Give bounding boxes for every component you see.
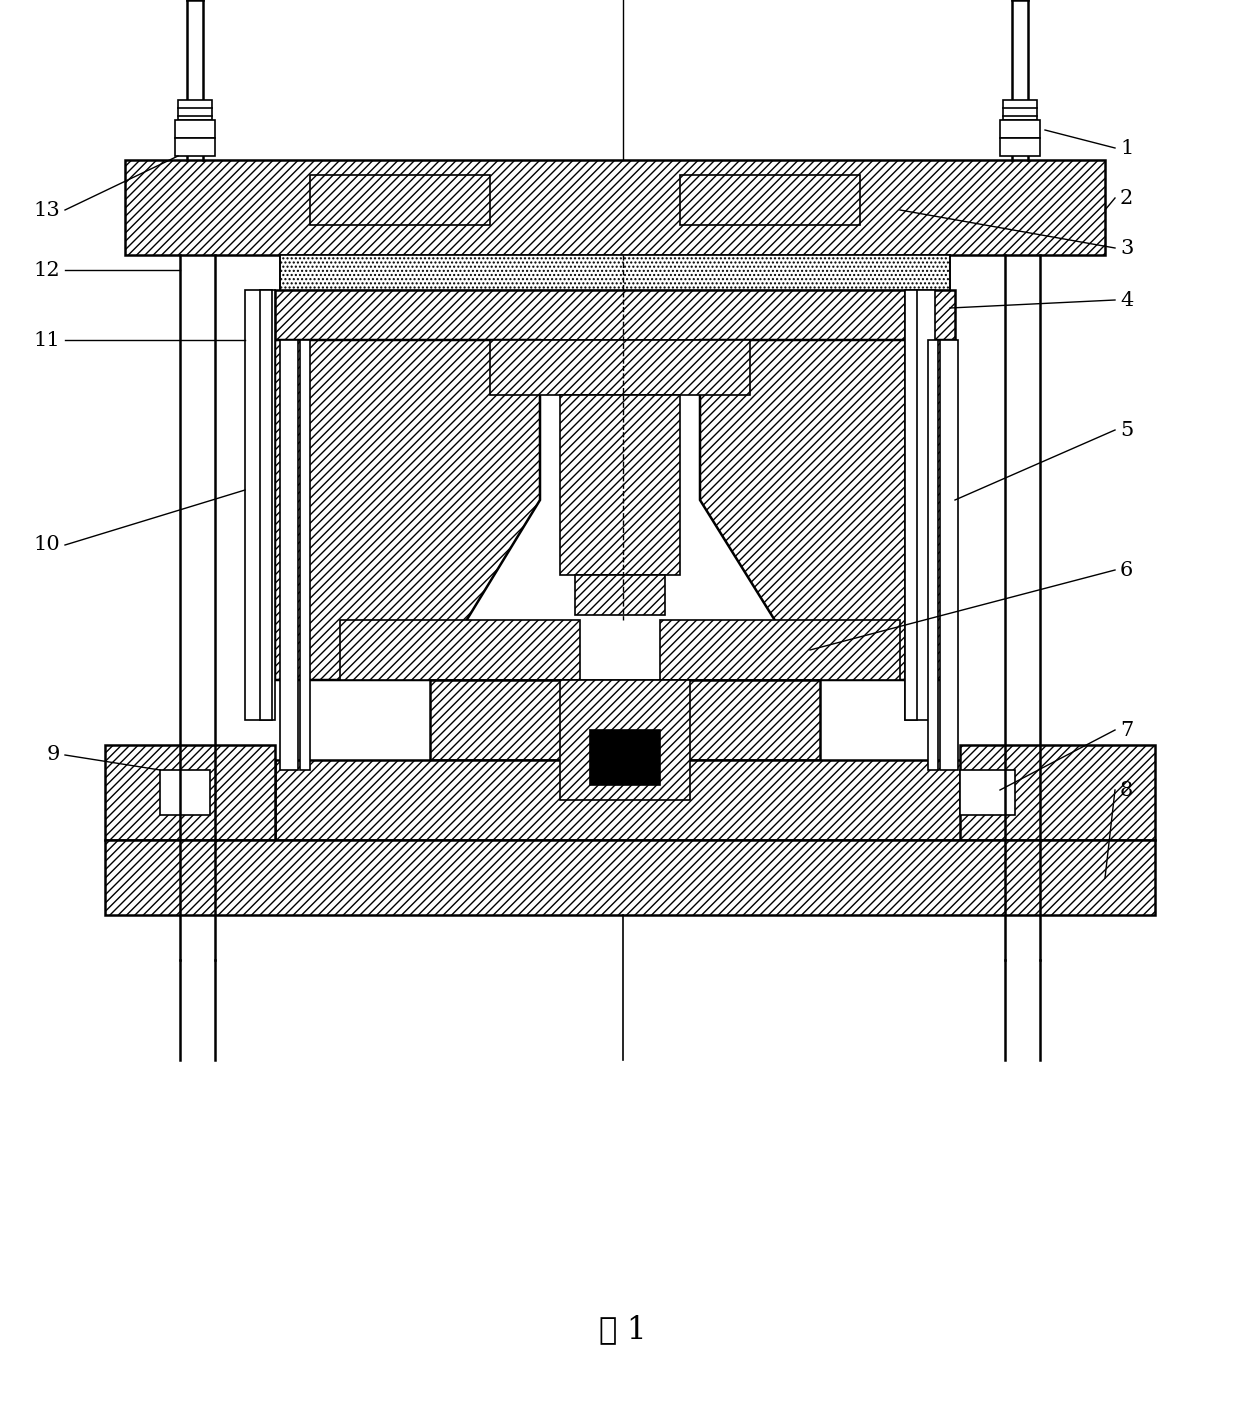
Text: 1: 1: [1120, 139, 1134, 157]
Bar: [125, 160, 1105, 255]
Bar: [490, 340, 749, 395]
Bar: [575, 574, 665, 616]
Bar: [244, 290, 276, 720]
Text: 13: 13: [34, 201, 60, 219]
Bar: [105, 746, 276, 841]
Bar: [301, 340, 311, 770]
Bar: [430, 681, 821, 760]
Text: 10: 10: [34, 535, 60, 555]
Bar: [178, 100, 212, 120]
Bar: [175, 120, 214, 139]
Bar: [261, 290, 272, 720]
Bar: [960, 770, 1015, 815]
Text: 3: 3: [1120, 239, 1134, 258]
Bar: [1000, 139, 1040, 156]
Bar: [1003, 100, 1038, 120]
Text: 2: 2: [1120, 188, 1134, 208]
Bar: [960, 746, 1155, 841]
Text: 6: 6: [1120, 560, 1134, 580]
Text: 11: 11: [34, 331, 60, 350]
Polygon shape: [700, 340, 955, 681]
Bar: [928, 340, 938, 770]
Bar: [340, 620, 580, 681]
Bar: [281, 255, 950, 290]
Bar: [311, 175, 490, 225]
Text: 图 1: 图 1: [600, 1315, 647, 1346]
Text: 12: 12: [34, 260, 60, 280]
Bar: [160, 770, 209, 815]
Bar: [905, 290, 917, 720]
Bar: [560, 681, 690, 799]
Text: 7: 7: [1120, 720, 1134, 740]
Bar: [590, 730, 660, 785]
Text: 8: 8: [1120, 781, 1134, 799]
Bar: [276, 290, 955, 340]
Bar: [175, 139, 214, 156]
Bar: [276, 760, 995, 841]
Bar: [940, 340, 958, 770]
Bar: [660, 620, 900, 681]
Bar: [680, 175, 860, 225]
Bar: [281, 340, 298, 770]
Polygon shape: [276, 340, 540, 681]
Bar: [105, 841, 1155, 916]
Text: 5: 5: [1120, 420, 1134, 440]
Bar: [905, 290, 935, 720]
Bar: [560, 395, 680, 574]
Text: 4: 4: [1120, 290, 1134, 310]
Text: 9: 9: [46, 746, 60, 764]
Bar: [1000, 120, 1040, 139]
